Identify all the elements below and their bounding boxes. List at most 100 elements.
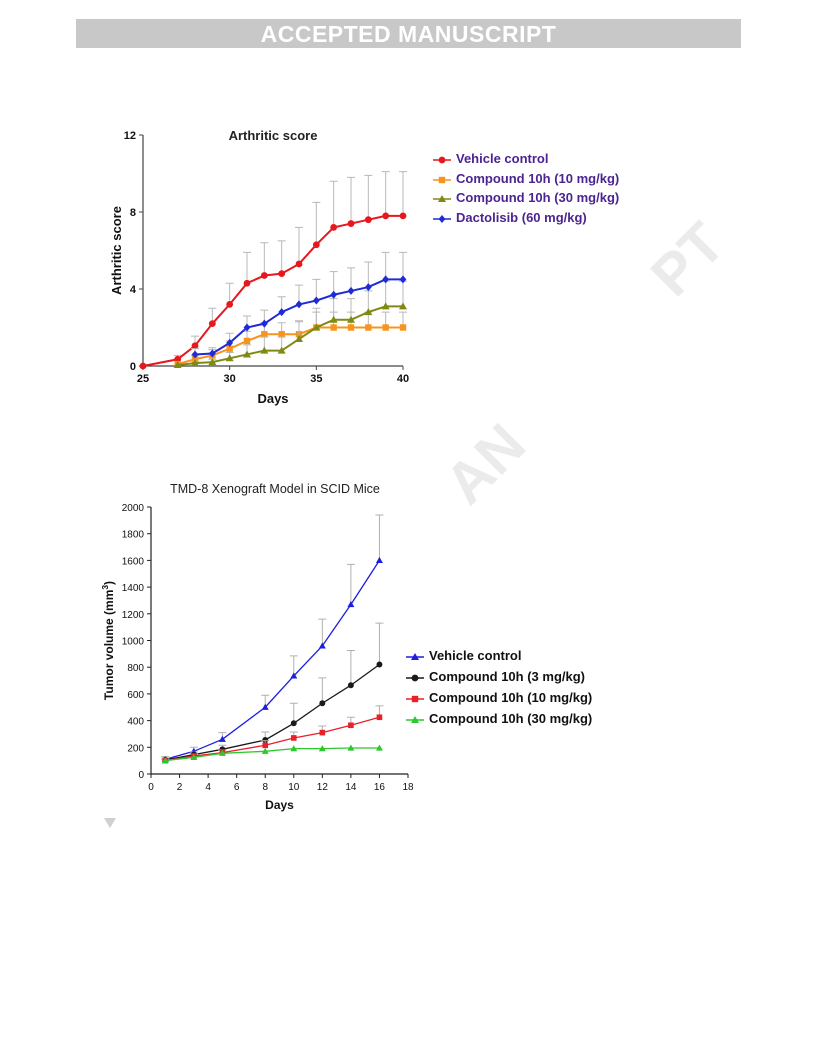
data-point	[278, 270, 286, 277]
data-point	[318, 745, 326, 752]
data-point	[191, 342, 199, 350]
legend-swatch-icon	[433, 195, 451, 202]
data-point	[347, 315, 355, 323]
data-point	[347, 744, 355, 751]
chart-title: TMD-8 Xenograft Model in SCID Mice	[170, 482, 380, 496]
chart-title: Arthritic score	[229, 128, 318, 143]
data-point	[290, 720, 297, 727]
error-bar	[277, 240, 286, 274]
data-point	[382, 212, 390, 220]
data-point	[319, 700, 326, 707]
y-tick-label: 400	[127, 717, 144, 728]
data-point	[161, 757, 169, 764]
x-tick-label: 40	[397, 373, 409, 385]
legend-swatch-icon	[406, 716, 424, 723]
data-point	[208, 358, 217, 366]
data-point	[261, 747, 269, 754]
y-tick-label: 1200	[122, 610, 145, 621]
watermark-fragment-top: PT	[638, 210, 738, 309]
y-tick-label: 200	[127, 743, 144, 754]
data-point	[330, 224, 338, 231]
data-point	[191, 359, 199, 367]
data-point	[399, 324, 407, 331]
accepted-manuscript-banner: ACCEPTED MANUSCRIPT	[76, 19, 741, 48]
series-compound-10h-30-mg-kg	[173, 280, 407, 369]
data-point	[262, 736, 269, 743]
legend-swatch-icon	[433, 156, 451, 164]
data-point	[295, 335, 303, 343]
y-tick-label: 4	[130, 284, 137, 296]
data-point	[347, 682, 354, 689]
legend-marker	[411, 695, 419, 703]
data-point	[243, 350, 251, 358]
data-point	[277, 346, 286, 354]
legend-swatch-icon	[406, 695, 424, 703]
data-point	[330, 290, 338, 299]
error-bar	[243, 251, 251, 284]
error-bar	[347, 176, 355, 224]
data-point	[295, 260, 303, 268]
y-tick-label: 1600	[122, 556, 145, 567]
series-compound-10h-30-mg-kg	[161, 744, 383, 764]
y-tick-label: 1800	[122, 530, 145, 541]
data-point	[243, 337, 251, 345]
data-point	[347, 220, 355, 227]
series-line	[142, 214, 403, 367]
series-line	[165, 560, 380, 760]
y-tick-label: 12	[124, 130, 136, 142]
x-tick-label: 12	[317, 782, 329, 793]
legend-item-dactolisib-60-mg-kg: Dactolisib (60 mg/kg)	[432, 210, 619, 230]
series-line	[165, 664, 380, 761]
legend-swatch-icon	[406, 674, 424, 682]
data-point	[347, 324, 355, 331]
data-point	[312, 296, 320, 305]
legend-item-vehicle-control: Vehicle control	[432, 151, 619, 171]
error-bar	[399, 171, 407, 216]
series-dactolisib-60-mg-kg	[191, 251, 407, 359]
y-axis-label: Arthritic score	[109, 206, 124, 295]
data-point	[139, 362, 147, 370]
data-point	[225, 354, 234, 362]
data-point	[290, 735, 297, 741]
data-point	[218, 735, 226, 742]
legend-label: Vehicle control	[429, 648, 522, 663]
x-tick-label: 14	[345, 782, 357, 793]
x-tick-label: 8	[262, 782, 268, 793]
y-tick-label: 600	[127, 690, 144, 701]
error-bar	[375, 622, 384, 665]
legend-item-compound-10h-30-mg-kg: Compound 10h (30 mg/kg)	[432, 190, 619, 210]
error-bar	[295, 226, 303, 264]
data-point	[365, 324, 372, 331]
data-point	[329, 315, 338, 323]
data-point	[399, 275, 407, 284]
x-tick-label: 18	[402, 782, 414, 793]
data-point	[330, 324, 337, 331]
legend-item-compound-10h-30-mg-kg: Compound 10h (30 mg/kg)	[405, 711, 592, 732]
legend-marker	[411, 716, 419, 723]
data-point	[218, 749, 226, 756]
legend-item-compound-10h-10-mg-kg: Compound 10h (10 mg/kg)	[432, 171, 619, 191]
data-point	[312, 241, 320, 249]
error-bar	[260, 242, 269, 276]
x-tick-label: 16	[374, 782, 386, 793]
data-point	[290, 745, 298, 752]
data-point	[382, 275, 390, 284]
data-point	[262, 742, 269, 749]
tumor-volume-legend: Vehicle control Compound 10h (3 mg/kg) Com…	[405, 648, 592, 732]
data-point	[208, 320, 216, 328]
data-point	[260, 319, 268, 328]
data-point	[191, 350, 199, 359]
error-bar	[399, 251, 407, 280]
data-point	[381, 302, 390, 310]
legend-label: Compound 10h (30 mg/kg)	[429, 711, 593, 726]
data-point	[261, 703, 269, 710]
legend-marker	[438, 195, 446, 202]
data-point	[226, 301, 234, 308]
legend-swatch-icon	[433, 214, 451, 223]
legend-label: Compound 10h (3 mg/kg)	[429, 669, 585, 684]
data-point	[226, 338, 234, 347]
data-point	[348, 722, 354, 729]
legend-marker	[411, 674, 419, 682]
watermark-fragment-middle: AN	[432, 411, 538, 517]
x-tick-label: 25	[137, 373, 149, 385]
